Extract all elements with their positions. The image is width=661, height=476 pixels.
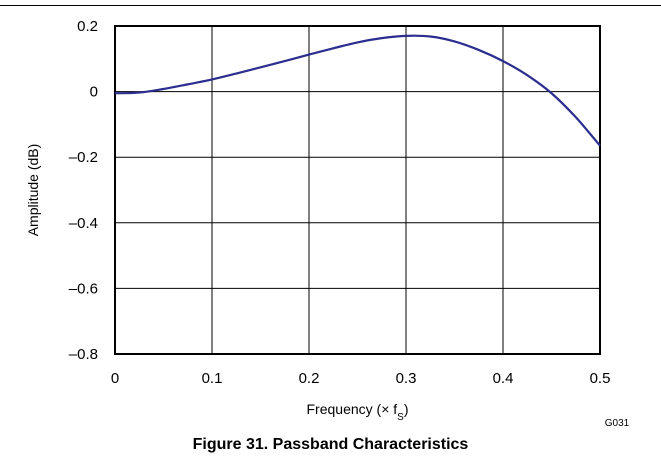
y-tick-label: 0.2 xyxy=(77,18,98,35)
y-tick-label: –0.2 xyxy=(69,149,98,166)
x-tick-label: 0.3 xyxy=(396,370,417,387)
plot-frame xyxy=(114,25,601,355)
top-rule xyxy=(0,5,661,6)
x-tick-label: 0.2 xyxy=(299,370,320,387)
y-axis-label: Amplitude (dB) xyxy=(25,144,41,237)
x-tick-label: 0.4 xyxy=(493,370,514,387)
y-tick-label: –0.6 xyxy=(69,280,98,297)
x-tick-labels: 0 0.1 0.2 0.3 0.4 0.5 xyxy=(111,370,611,387)
passband-chart: 0 0.1 0.2 0.3 0.4 0.5 0.2 0 –0.2 –0.4 –0.6 –0.8 Fr… xyxy=(25,18,630,429)
series-line-amplitude xyxy=(114,34,601,147)
y-tick-labels: 0.2 0 –0.2 –0.4 –0.6 –0.8 xyxy=(69,18,98,363)
x-tick-label: 0 xyxy=(111,370,119,387)
y-tick-label: 0 xyxy=(90,84,98,101)
y-tick-label: –0.8 xyxy=(69,346,98,363)
x-tick-label: 0.5 xyxy=(590,370,611,387)
y-tick-label: –0.4 xyxy=(69,215,98,232)
figure-caption: Figure 31. Passband Characteristics xyxy=(192,436,469,453)
x-axis-label: Frequency (× fS) xyxy=(307,401,409,423)
x-tick-label: 0.1 xyxy=(202,370,223,387)
figure-code: G031 xyxy=(605,418,630,429)
